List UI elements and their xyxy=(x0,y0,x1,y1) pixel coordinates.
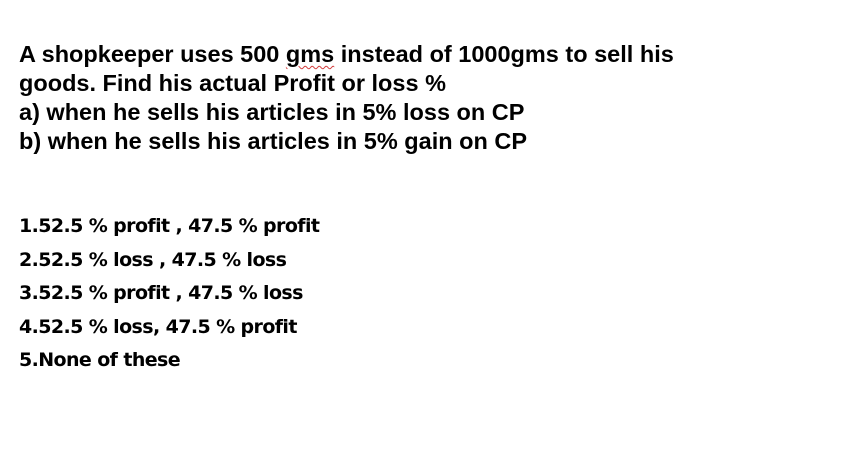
option-5: 5.None of these xyxy=(19,349,181,371)
option-2: 2.52.5 % loss , 47.5 % loss xyxy=(19,248,287,271)
question-text: A shopkeeper uses 500 gms instead of 100… xyxy=(19,40,829,156)
question-line-1: A shopkeeper uses 500 gms instead of 100… xyxy=(19,40,829,69)
question-part-a: a) when he sells his articles in 5% loss… xyxy=(19,99,525,125)
option-1: 1.52.5 % profit , 47.5 % profit xyxy=(19,215,320,237)
option-3: 3.52.5 % profit , 47.5 % loss xyxy=(19,282,303,304)
option-4: 4.52.5 % loss, 47.5 % profit xyxy=(19,315,297,338)
question-line-2: goods. Find his actual Profit or loss % xyxy=(19,70,446,96)
document: A shopkeeper uses 500 gms instead of 100… xyxy=(19,40,829,371)
answer-options: 1.52.5 % profit , 47.5 % profit 2.52.5 %… xyxy=(19,210,320,378)
question-line-1-end: instead of 1000gms to sell his xyxy=(334,41,674,67)
question-part-b: b) when he sells his articles in 5% gain… xyxy=(19,128,527,154)
spellcheck-marked-word: gms xyxy=(285,41,335,67)
question-line-1-start: A shopkeeper uses 500 xyxy=(19,41,286,67)
